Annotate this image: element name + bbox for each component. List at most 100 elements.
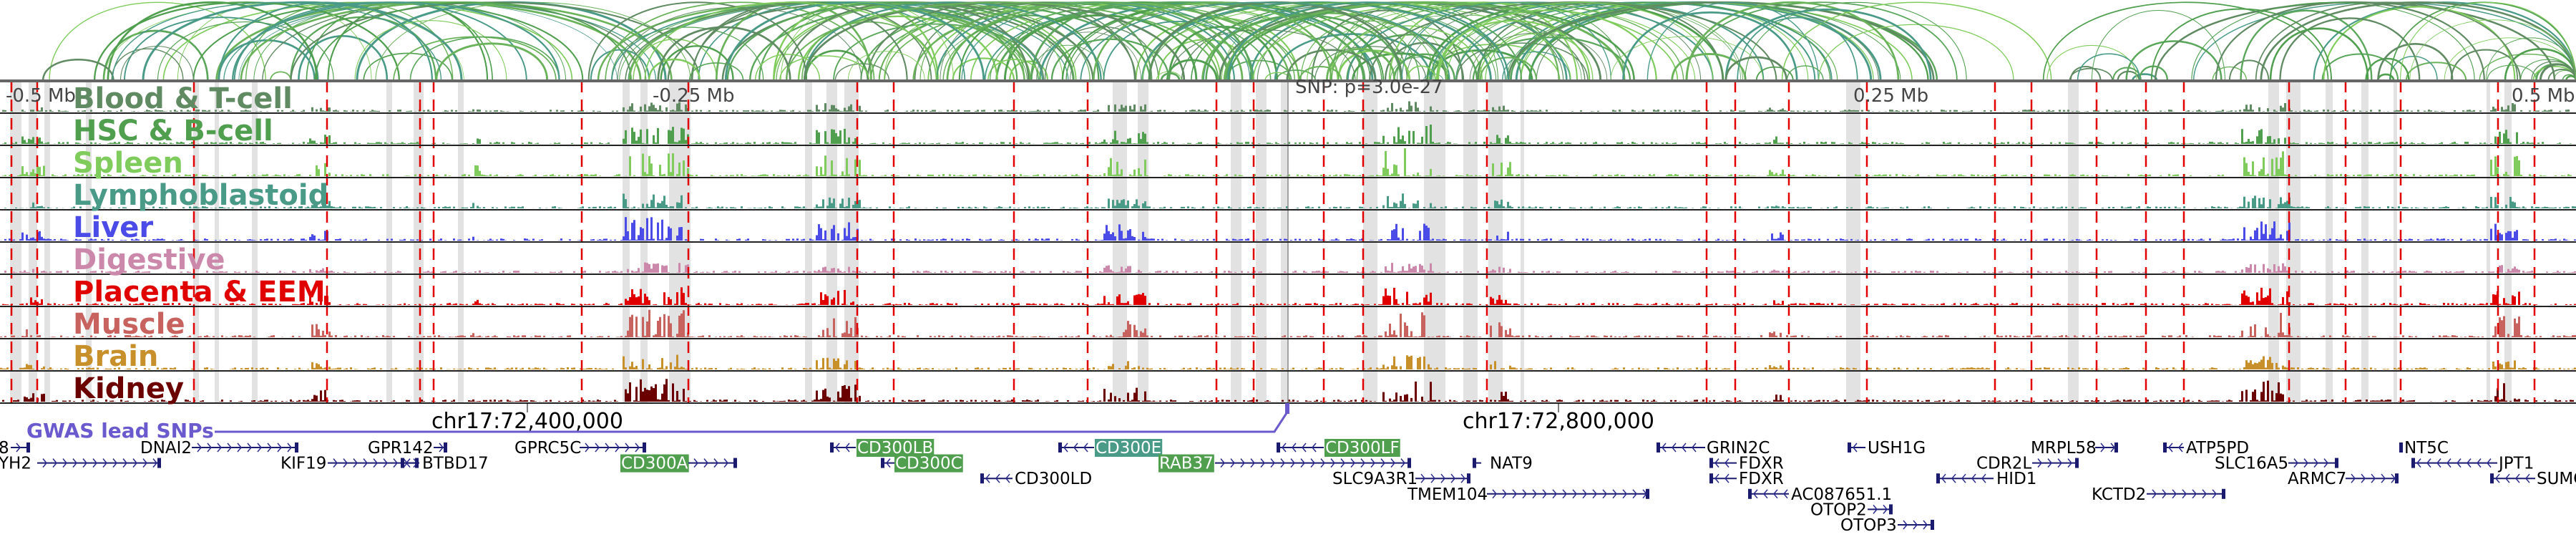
gene-ush1g[interactable]: USH1G (1848, 439, 1926, 458)
gene-cd300ld[interactable]: CD300LD (980, 470, 1092, 488)
gene-label[interactable]: CD300E (1096, 439, 1161, 458)
gene-label[interactable]: GRIN2C (1707, 439, 1770, 458)
gene-label[interactable]: JPT1 (2497, 455, 2534, 473)
gene-label[interactable]: TMEM104 (1407, 485, 1488, 504)
strand-arrow-left-icon (1063, 442, 1068, 453)
interaction-arc (1329, 25, 1483, 82)
gene-armc7[interactable]: ARMC7 (2288, 470, 2399, 488)
gene-exon (1748, 488, 1752, 499)
strand-arrow-right-icon (1450, 473, 1455, 483)
gene-yh2[interactable]: YH2 (0, 455, 161, 473)
gene-rab37[interactable]: RAB37 (1158, 454, 1411, 473)
gene-label[interactable]: GPR142 (368, 439, 434, 458)
gene-label[interactable]: GPRC5C (514, 439, 581, 458)
strand-arrow-right-icon (1532, 489, 1537, 499)
gene-label[interactable]: KCTD2 (2092, 485, 2146, 504)
gene-hid1[interactable]: HID1 (1936, 470, 2036, 488)
gene-label[interactable]: HID1 (1996, 470, 2036, 488)
strand-arrow-left-icon (2477, 458, 2482, 468)
signal-spleen (0, 148, 2576, 176)
gene-highlight (894, 454, 963, 473)
interaction-arc (919, 26, 1025, 82)
gene-label[interactable]: BTBD17 (422, 455, 489, 473)
gene-label[interactable]: FDXR (1739, 455, 1784, 473)
gene-label[interactable]: CD300LF (1325, 439, 1400, 458)
gene-slc9a3r1[interactable]: SLC9A3R1 (1332, 470, 1470, 488)
gene-fdxr[interactable]: FDXR (1709, 470, 1784, 488)
interaction-arc (354, 20, 507, 82)
gene-otop2[interactable]: OTOP2 (1810, 500, 1893, 519)
gene-label[interactable]: KIF19 (280, 455, 326, 473)
gene-label[interactable]: CD300C (895, 455, 962, 473)
gene-label[interactable]: CD300A (621, 455, 688, 473)
interaction-arc (610, 26, 764, 82)
gene-mrpl58[interactable]: MRPL58 (2031, 439, 2118, 458)
gene-btbd17[interactable]: BTBD17 (401, 455, 489, 473)
gene-atp5pd[interactable]: ATP5PD (2163, 439, 2249, 458)
gene-cdr2l[interactable]: CDR2L (1976, 455, 2079, 473)
interaction-arc (218, 1, 434, 82)
strand-arrow-right-icon (1250, 458, 1255, 468)
interaction-arc (797, 15, 998, 82)
gene-label[interactable]: AC087651.1 (1791, 485, 1892, 504)
gene-gprc5c[interactable]: GPRC5C (514, 439, 646, 458)
gene-label[interactable]: ARMC7 (2288, 470, 2346, 488)
strand-arrow-left-icon (1724, 458, 1729, 468)
interaction-arc (605, 1, 875, 82)
gene-grin2c[interactable]: GRIN2C (1657, 439, 1770, 458)
gene-jpt1[interactable]: JPT1 (2411, 455, 2534, 473)
strand-arrow-left-icon (2505, 473, 2510, 483)
strand-arrow-right-icon (1220, 458, 1225, 468)
gene-label[interactable]: DNAI2 (140, 439, 192, 458)
gene-tmem104[interactable]: TMEM104 (1407, 485, 1649, 504)
gene-exon (1473, 458, 1476, 468)
interaction-arc (1226, 1, 1510, 82)
signal-tracks (0, 101, 2576, 402)
strand-arrow-right-icon (1260, 458, 1265, 468)
gene-label[interactable]: OTOP2 (1810, 500, 1867, 519)
interaction-arc (2409, 19, 2576, 82)
gene-label[interactable]: NAT9 (1490, 455, 1533, 473)
gene-kctd2[interactable]: KCTD2 (2092, 485, 2225, 504)
strand-arrow-right-icon (2037, 458, 2042, 468)
gene-fdxr[interactable]: FDXR (1709, 455, 1784, 473)
gene-label[interactable]: OTOP3 (1840, 516, 1897, 535)
gene-nat9[interactable]: NAT9 (1473, 455, 1533, 473)
gene-cd300lf[interactable]: CD300LF (1277, 439, 1400, 458)
interaction-arc (2077, 53, 2141, 82)
gene-label[interactable]: SUMO (2537, 470, 2576, 488)
gene-label[interactable]: USH1G (1868, 439, 1926, 458)
track-label-digestive: Digestive (73, 243, 225, 276)
gene-dnai2[interactable]: DNAI2 (140, 439, 298, 458)
interaction-arc (2091, 10, 2225, 82)
strand-arrow-right-icon (1592, 489, 1597, 499)
strand-arrow-right-icon (615, 442, 620, 453)
gene-label[interactable]: ATP5PD (2186, 439, 2249, 458)
gene-label[interactable]: SLC16A5 (2215, 455, 2288, 473)
gwas-track: GWAS lead SNPs (26, 403, 1289, 442)
gene-label[interactable]: CD300LD (1015, 470, 1092, 488)
gene-otop3[interactable]: OTOP3 (1840, 516, 1934, 535)
gene-cd300c[interactable]: CD300C (881, 454, 963, 473)
gene-label[interactable]: 8 (0, 439, 9, 458)
gene-cd300e[interactable]: CD300E (1058, 439, 1163, 458)
gene-label[interactable]: SLC9A3R1 (1332, 470, 1418, 488)
gene-label[interactable]: NT5C (2404, 439, 2449, 458)
gene-nt5c[interactable]: NT5C (2399, 439, 2449, 458)
gene-cd300a[interactable]: CD300A (620, 454, 737, 473)
gene-label[interactable]: CDR2L (1976, 455, 2031, 473)
gene-slc16a5[interactable]: SLC16A5 (2215, 455, 2338, 473)
interaction-arc (648, 58, 701, 82)
interaction-arc (2313, 1, 2576, 82)
gene-8[interactable]: 8 (0, 439, 30, 458)
gwas-snp-marker[interactable] (1285, 403, 1289, 414)
gene-label[interactable]: FDXR (1739, 470, 1784, 488)
gene-ac087651.1[interactable]: AC087651.1 (1748, 485, 1892, 504)
gene-sumo[interactable]: SUMO (2490, 470, 2576, 488)
gene-label[interactable]: MRPL58 (2031, 439, 2097, 458)
strand-arrow-left-icon (1714, 473, 1719, 483)
strand-arrow-left-icon (1783, 489, 1788, 499)
gene-label[interactable]: RAB37 (1159, 455, 1214, 473)
gene-gpr142[interactable]: GPR142 (368, 439, 447, 458)
gene-label[interactable]: YH2 (0, 455, 31, 473)
